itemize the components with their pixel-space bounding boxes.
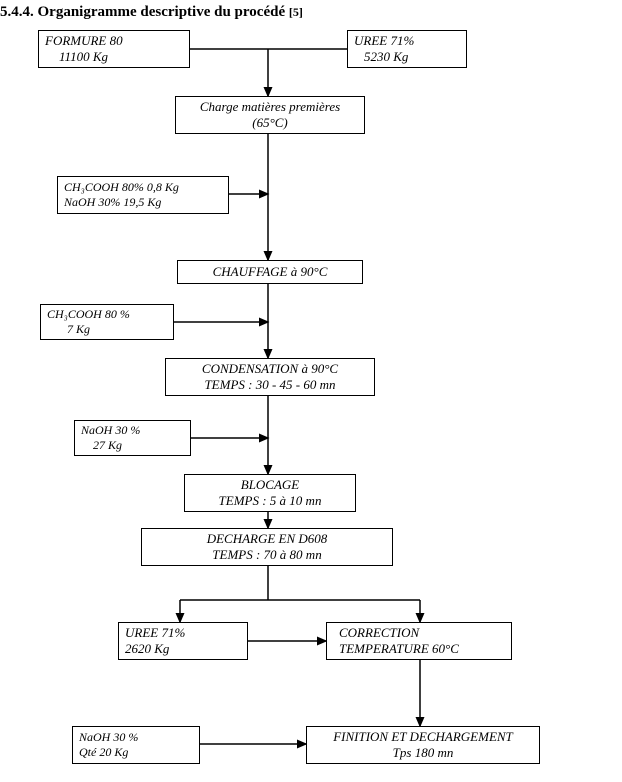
box-formure: FORMURE 80 11100 Kg bbox=[38, 30, 190, 68]
formure-l1: FORMURE 80 bbox=[45, 33, 123, 49]
chauffage-l1: CHAUFFAGE à 90°C bbox=[213, 264, 328, 280]
blocage-l2: TEMPS : 5 à 10 mn bbox=[219, 493, 322, 509]
box-additive1: CH₃COOH 80% 0,8 Kg NaOH 30% 19,5 Kg bbox=[57, 176, 229, 214]
uree2-l2: 2620 Kg bbox=[125, 641, 169, 657]
box-naoh1: NaOH 30 % 27 Kg bbox=[74, 420, 191, 456]
box-chauffage: CHAUFFAGE à 90°C bbox=[177, 260, 363, 284]
additive1-l2: NaOH 30% 19,5 Kg bbox=[64, 195, 161, 210]
uree1-l2: 5230 Kg bbox=[354, 49, 408, 65]
finition-l2: Tps 180 mn bbox=[393, 745, 454, 761]
naoh2-l2: Qté 20 Kg bbox=[79, 745, 128, 760]
title-ref: [5] bbox=[289, 5, 303, 19]
blocage-l1: BLOCAGE bbox=[241, 477, 300, 493]
box-naoh2: NaOH 30 % Qté 20 Kg bbox=[72, 726, 200, 764]
box-uree1: UREE 71% 5230 Kg bbox=[347, 30, 467, 68]
additive2-l1: CH₃COOH 80 % bbox=[47, 307, 130, 322]
box-condensation: CONDENSATION à 90°C TEMPS : 30 - 45 - 60… bbox=[165, 358, 375, 396]
box-decharge: DECHARGE EN D608 TEMPS : 70 à 80 mn bbox=[141, 528, 393, 566]
charge-l2: (65°C) bbox=[252, 115, 288, 131]
correction-l2: TEMPERATURE 60°C bbox=[339, 641, 459, 657]
box-correction: CORRECTION TEMPERATURE 60°C bbox=[326, 622, 512, 660]
additive2-l2: 7 Kg bbox=[47, 322, 90, 337]
box-charge: Charge matières premières (65°C) bbox=[175, 96, 365, 134]
box-finition: FINITION ET DECHARGEMENT Tps 180 mn bbox=[306, 726, 540, 764]
correction-l1: CORRECTION bbox=[339, 625, 419, 641]
decharge-l2: TEMPS : 70 à 80 mn bbox=[212, 547, 321, 563]
section-title: 5.4.4. Organigramme descriptive du procé… bbox=[0, 4, 303, 21]
condensation-l1: CONDENSATION à 90°C bbox=[202, 361, 338, 377]
naoh2-l1: NaOH 30 % bbox=[79, 730, 138, 745]
naoh1-l1: NaOH 30 % bbox=[81, 423, 140, 438]
box-blocage: BLOCAGE TEMPS : 5 à 10 mn bbox=[184, 474, 356, 512]
additive1-l1: CH₃COOH 80% 0,8 Kg bbox=[64, 180, 179, 195]
naoh1-l2: 27 Kg bbox=[81, 438, 122, 453]
charge-l1: Charge matières premières bbox=[200, 99, 340, 115]
uree1-l1: UREE 71% bbox=[354, 33, 414, 49]
condensation-l2: TEMPS : 30 - 45 - 60 mn bbox=[204, 377, 335, 393]
uree2-l1: UREE 71% bbox=[125, 625, 185, 641]
box-uree2: UREE 71% 2620 Kg bbox=[118, 622, 248, 660]
finition-l1: FINITION ET DECHARGEMENT bbox=[333, 729, 513, 745]
box-additive2: CH₃COOH 80 % 7 Kg bbox=[40, 304, 174, 340]
formure-l2: 11100 Kg bbox=[45, 49, 108, 65]
title-text: 5.4.4. Organigramme descriptive du procé… bbox=[0, 4, 285, 20]
decharge-l1: DECHARGE EN D608 bbox=[207, 531, 328, 547]
